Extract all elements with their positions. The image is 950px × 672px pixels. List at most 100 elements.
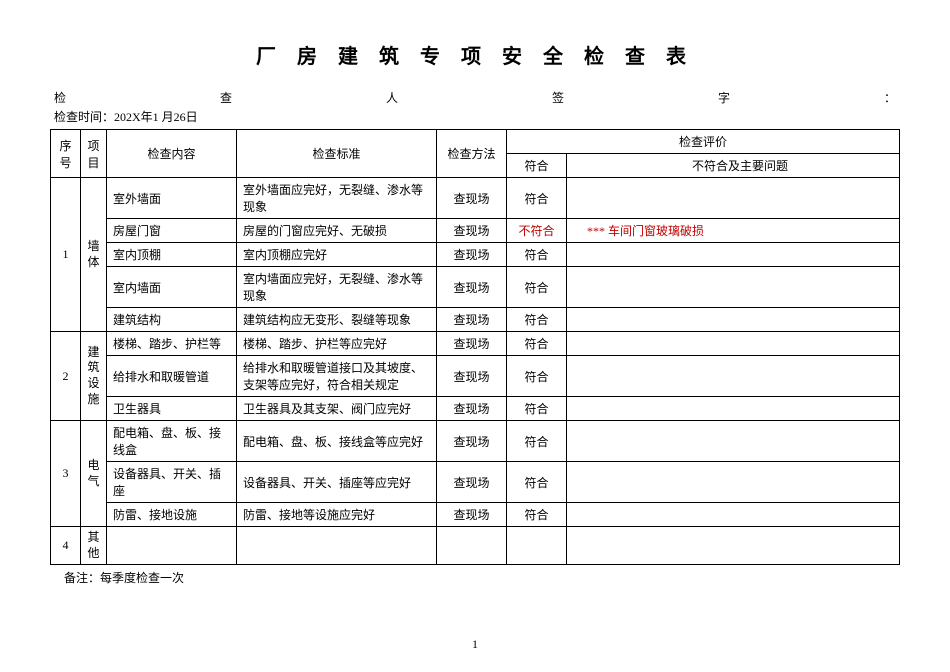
th-eval: 检查评价 bbox=[507, 130, 900, 154]
cell-conform: 符合 bbox=[507, 356, 567, 397]
table-row: 房屋门窗房屋的门窗应完好、无破损查现场不符合*** 车间门窗玻璃破损 bbox=[51, 219, 900, 243]
cell-method bbox=[437, 527, 507, 565]
cell-issue bbox=[567, 356, 900, 397]
cell-conform: 符合 bbox=[507, 267, 567, 308]
cell-standard: 建筑结构应无变形、裂缝等现象 bbox=[237, 308, 437, 332]
table-row: 室内墙面室内墙面应完好，无裂缝、渗水等现象查现场符合 bbox=[51, 267, 900, 308]
cell-content: 楼梯、踏步、护栏等 bbox=[107, 332, 237, 356]
cell-content: 房屋门窗 bbox=[107, 219, 237, 243]
cell-seq: 1 bbox=[51, 178, 81, 332]
table-row: 防雷、接地设施防雷、接地等设施应完好查现场符合 bbox=[51, 503, 900, 527]
inspector-sign-line: 检 查 人 签 字 ： bbox=[50, 89, 900, 106]
cell-content: 室外墙面 bbox=[107, 178, 237, 219]
cell-seq: 2 bbox=[51, 332, 81, 421]
cell-method: 查现场 bbox=[437, 243, 507, 267]
cell-proj: 其他 bbox=[81, 527, 107, 565]
th-standard: 检查标准 bbox=[237, 130, 437, 178]
cell-seq: 3 bbox=[51, 421, 81, 527]
th-seq: 序号 bbox=[51, 130, 81, 178]
label-word: 字 bbox=[718, 89, 884, 106]
th-method: 检查方法 bbox=[437, 130, 507, 178]
table-row: 1墙体室外墙面室外墙面应完好，无裂缝、渗水等现象查现场符合 bbox=[51, 178, 900, 219]
table-row: 3电气配电箱、盘、板、接线盒配电箱、盘、板、接线盒等应完好查现场符合 bbox=[51, 421, 900, 462]
cell-method: 查现场 bbox=[437, 397, 507, 421]
cell-conform: 符合 bbox=[507, 397, 567, 421]
label-check: 查 bbox=[220, 89, 386, 106]
cell-proj: 电气 bbox=[81, 421, 107, 527]
cell-standard: 房屋的门窗应完好、无破损 bbox=[237, 219, 437, 243]
label-inspector: 检 bbox=[54, 89, 220, 106]
cell-method: 查现场 bbox=[437, 421, 507, 462]
th-issue: 不符合及主要问题 bbox=[567, 154, 900, 178]
label-person: 人 bbox=[386, 89, 552, 106]
cell-method: 查现场 bbox=[437, 178, 507, 219]
table-row: 2建筑设施楼梯、踏步、护栏等楼梯、踏步、护栏等应完好查现场符合 bbox=[51, 332, 900, 356]
check-time: 检查时间：202X年1 月26日 bbox=[50, 108, 900, 125]
cell-issue bbox=[567, 243, 900, 267]
cell-method: 查现场 bbox=[437, 356, 507, 397]
cell-content: 配电箱、盘、板、接线盒 bbox=[107, 421, 237, 462]
cell-standard: 卫生器具及其支架、阀门应完好 bbox=[237, 397, 437, 421]
cell-conform: 符合 bbox=[507, 332, 567, 356]
cell-standard: 设备器具、开关、插座等应完好 bbox=[237, 462, 437, 503]
cell-method: 查现场 bbox=[437, 308, 507, 332]
cell-issue: *** 车间门窗玻璃破损 bbox=[567, 219, 900, 243]
cell-standard: 室内顶棚应完好 bbox=[237, 243, 437, 267]
cell-issue bbox=[567, 332, 900, 356]
cell-standard: 室内墙面应完好，无裂缝、渗水等现象 bbox=[237, 267, 437, 308]
cell-conform bbox=[507, 527, 567, 565]
cell-proj: 建筑设施 bbox=[81, 332, 107, 421]
cell-standard: 楼梯、踏步、护栏等应完好 bbox=[237, 332, 437, 356]
cell-standard: 防雷、接地等设施应完好 bbox=[237, 503, 437, 527]
table-row: 室内顶棚室内顶棚应完好查现场符合 bbox=[51, 243, 900, 267]
table-row: 建筑结构建筑结构应无变形、裂缝等现象查现场符合 bbox=[51, 308, 900, 332]
cell-conform: 符合 bbox=[507, 503, 567, 527]
cell-method: 查现场 bbox=[437, 267, 507, 308]
cell-issue bbox=[567, 308, 900, 332]
inspection-table: 序号 项目 检查内容 检查标准 检查方法 检查评价 符合 不符合及主要问题 1墙… bbox=[50, 129, 900, 565]
cell-conform: 符合 bbox=[507, 462, 567, 503]
cell-method: 查现场 bbox=[437, 219, 507, 243]
cell-issue bbox=[567, 178, 900, 219]
cell-standard: 室外墙面应完好，无裂缝、渗水等现象 bbox=[237, 178, 437, 219]
cell-seq: 4 bbox=[51, 527, 81, 565]
doc-title: 厂 房 建 筑 专 项 安 全 检 查 表 bbox=[50, 40, 900, 69]
table-row: 卫生器具卫生器具及其支架、阀门应完好查现场符合 bbox=[51, 397, 900, 421]
cell-content: 室内顶棚 bbox=[107, 243, 237, 267]
cell-issue bbox=[567, 397, 900, 421]
cell-content: 设备器具、开关、插座 bbox=[107, 462, 237, 503]
label-sign: 签 bbox=[552, 89, 718, 106]
cell-conform: 符合 bbox=[507, 421, 567, 462]
cell-method: 查现场 bbox=[437, 462, 507, 503]
th-content: 检查内容 bbox=[107, 130, 237, 178]
th-conform: 符合 bbox=[507, 154, 567, 178]
cell-content: 室内墙面 bbox=[107, 267, 237, 308]
cell-proj: 墙体 bbox=[81, 178, 107, 332]
cell-issue bbox=[567, 503, 900, 527]
cell-standard: 给排水和取暖管道接口及其坡度、支架等应完好，符合相关规定 bbox=[237, 356, 437, 397]
cell-standard: 配电箱、盘、板、接线盒等应完好 bbox=[237, 421, 437, 462]
cell-standard bbox=[237, 527, 437, 565]
cell-issue bbox=[567, 462, 900, 503]
cell-method: 查现场 bbox=[437, 503, 507, 527]
cell-conform: 不符合 bbox=[507, 219, 567, 243]
cell-conform: 符合 bbox=[507, 243, 567, 267]
cell-content: 给排水和取暖管道 bbox=[107, 356, 237, 397]
cell-content bbox=[107, 527, 237, 565]
footer-note: 备注：每季度检查一次 bbox=[50, 569, 900, 586]
cell-method: 查现场 bbox=[437, 332, 507, 356]
cell-content: 卫生器具 bbox=[107, 397, 237, 421]
cell-content: 防雷、接地设施 bbox=[107, 503, 237, 527]
table-row: 给排水和取暖管道给排水和取暖管道接口及其坡度、支架等应完好，符合相关规定查现场符… bbox=[51, 356, 900, 397]
cell-conform: 符合 bbox=[507, 178, 567, 219]
cell-issue bbox=[567, 421, 900, 462]
cell-content: 建筑结构 bbox=[107, 308, 237, 332]
cell-conform: 符合 bbox=[507, 308, 567, 332]
table-row: 4其他 bbox=[51, 527, 900, 565]
cell-issue bbox=[567, 527, 900, 565]
table-row: 设备器具、开关、插座设备器具、开关、插座等应完好查现场符合 bbox=[51, 462, 900, 503]
page-number: 1 bbox=[472, 637, 478, 652]
th-proj: 项目 bbox=[81, 130, 107, 178]
cell-issue bbox=[567, 267, 900, 308]
label-colon: ： bbox=[884, 89, 896, 106]
